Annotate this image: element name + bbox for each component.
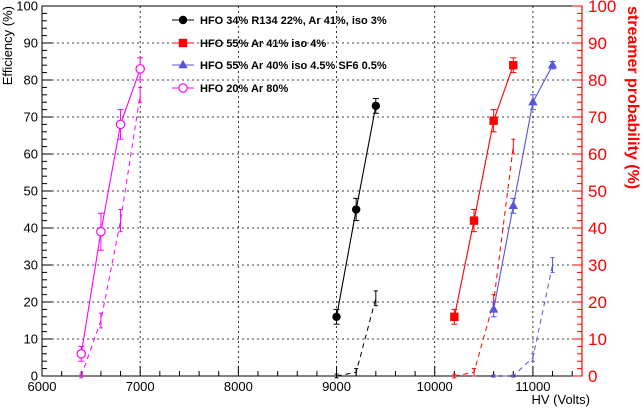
- y-tick-label-left: 100: [16, 0, 38, 14]
- legend-item-1: HFO 34% R134 22%, Ar 41%, iso 3%: [172, 15, 387, 27]
- x-tick-label: 7000: [126, 379, 155, 394]
- y-tick-label-right: 70: [588, 108, 607, 127]
- efficiency-point: [371, 101, 381, 111]
- efficiency-line: [493, 64, 554, 310]
- y-tick-label-right: 0: [588, 367, 597, 386]
- y-tick-label-left: 90: [24, 36, 38, 51]
- efficiency-line: [80, 68, 141, 354]
- efficiency-line: [453, 65, 514, 317]
- y-axis-label-left: Efficiency (%): [0, 6, 15, 85]
- legend-label: HFO 55% Ar 41% iso 4%: [200, 38, 326, 50]
- y-tick-label-left: 10: [24, 332, 38, 347]
- legend-marker: [178, 83, 188, 93]
- legend-label: HFO 20% Ar 80%: [200, 83, 288, 95]
- y-tick-label-left: 30: [24, 258, 38, 273]
- legend-marker: [178, 59, 188, 69]
- legend-item-2: HFO 55% Ar 41% iso 4%: [172, 38, 326, 50]
- streamer-line: [80, 94, 141, 377]
- efficiency-point: [509, 61, 518, 70]
- series-2: [450, 57, 518, 379]
- y-tick-label-left: 80: [24, 73, 38, 88]
- legend-item-3: HFO 55% Ar 40% iso 4.5% SF6 0.5%: [172, 59, 387, 72]
- efficiency-point: [488, 304, 499, 313]
- y-tick-label-left: 40: [24, 221, 38, 236]
- legend-item-4: HFO 20% Ar 80%: [172, 83, 288, 95]
- x-tick-label: 6000: [28, 379, 57, 394]
- series-3: [488, 60, 558, 378]
- y-tick-label-left: 50: [24, 184, 38, 199]
- axes: 6000 7000 8000 9000 10000 11000 0 0 10 10 20 20 30 30…: [16, 0, 616, 394]
- efficiency-point: [528, 97, 538, 106]
- y-tick-label-right: 10: [588, 330, 607, 349]
- legend-marker: [178, 15, 188, 25]
- x-tick-label: 11000: [515, 379, 550, 394]
- y-tick-label-right: 90: [588, 34, 607, 53]
- y-tick-label-right: 50: [588, 182, 607, 201]
- grid: [42, 6, 582, 376]
- y-tick-label-right: 80: [588, 71, 607, 90]
- y-tick-label-left: 70: [24, 110, 38, 125]
- y-tick-label-left: 60: [24, 147, 38, 162]
- y-tick-label-left: 0: [31, 369, 38, 384]
- series-4: [76, 57, 145, 379]
- legend: HFO 34% R134 22%, Ar 41%, iso 3% HFO 55% …: [172, 15, 387, 95]
- efficiency-point: [450, 312, 459, 321]
- y-tick-label-right: 20: [588, 293, 607, 312]
- x-tick-label: 8000: [224, 379, 253, 394]
- efficiency-point: [96, 226, 106, 237]
- legend-marker: [178, 38, 188, 48]
- efficiency-point: [547, 60, 558, 69]
- efficiency-point: [508, 200, 518, 209]
- y-tick-label-right: 40: [588, 219, 607, 238]
- streamer-line: [454, 146, 514, 377]
- y-tick-label-right: 30: [588, 256, 607, 275]
- x-tick-label: 9000: [322, 379, 351, 394]
- efficiency-point: [115, 119, 126, 130]
- y-tick-label-right: 60: [588, 145, 607, 164]
- efficiency-point: [351, 205, 361, 214]
- efficiency-point: [489, 116, 498, 125]
- series-group: [76, 57, 558, 379]
- efficiency-point: [469, 216, 479, 225]
- series-1: [332, 98, 381, 379]
- legend-label: HFO 55% Ar 40% iso 4.5% SF6 0.5%: [200, 60, 387, 72]
- x-axis-label: HV (Volts): [531, 392, 590, 407]
- efficiency-point: [135, 64, 145, 74]
- efficiency-point: [76, 348, 87, 359]
- y-axis-label-right: streamer probability (%): [624, 6, 641, 189]
- efficiency-point: [332, 312, 341, 321]
- y-tick-label-left: 20: [24, 295, 38, 310]
- legend-label: HFO 34% R134 22%, Ar 41%, iso 3%: [200, 15, 387, 27]
- y-tick-label-right: 100: [588, 0, 616, 16]
- streamer-line: [493, 264, 554, 377]
- x-tick-label: 10000: [417, 379, 453, 394]
